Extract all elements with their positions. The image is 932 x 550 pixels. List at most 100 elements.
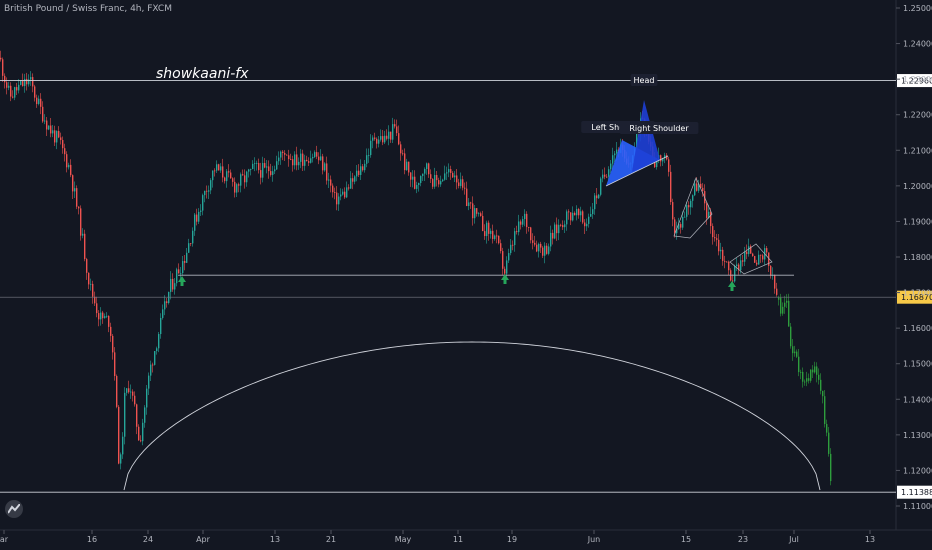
- candle: [46, 120, 48, 130]
- candle: [760, 254, 762, 256]
- candle: [598, 194, 600, 199]
- candle: [524, 213, 526, 220]
- candle: [40, 98, 42, 107]
- candle: [446, 172, 448, 174]
- candle: [158, 334, 160, 349]
- candle: [742, 260, 744, 262]
- candle: [304, 159, 306, 166]
- chart-header: British Pound / Swiss Franc, 4h, FXCM: [4, 4, 172, 14]
- candle: [552, 232, 554, 239]
- candle: [2, 59, 4, 76]
- candle: [114, 352, 116, 376]
- candle: [308, 161, 310, 163]
- projection-candle: [812, 369, 814, 373]
- candle: [554, 224, 556, 239]
- candle: [458, 182, 460, 186]
- candle: [260, 170, 262, 178]
- candle: [426, 163, 428, 170]
- candle: [686, 205, 688, 217]
- candle: [202, 195, 204, 211]
- green-up-arrow: [178, 276, 186, 286]
- candles-layer: [0, 50, 832, 486]
- candle: [400, 144, 402, 154]
- candle: [568, 211, 570, 213]
- candle: [712, 226, 714, 238]
- candle: [408, 161, 410, 173]
- candle: [432, 178, 434, 187]
- y-tick-label: 1.19000: [903, 217, 932, 226]
- candle: [96, 303, 98, 314]
- flag-channel-2: [729, 243, 773, 275]
- x-tick-label: 16: [87, 535, 97, 544]
- candle: [140, 440, 142, 442]
- candle: [386, 135, 388, 139]
- candle: [484, 231, 486, 237]
- candle: [82, 233, 84, 236]
- candle: [556, 224, 558, 234]
- candle: [436, 174, 438, 181]
- candle: [36, 97, 38, 104]
- y-tick-label: 1.25000: [903, 4, 932, 13]
- candle: [38, 98, 40, 104]
- candle: [294, 154, 296, 166]
- y-tick-label: 1.20000: [903, 182, 932, 191]
- candle: [416, 185, 418, 189]
- candle: [74, 188, 76, 192]
- projection-candle: [780, 297, 782, 314]
- candle: [680, 224, 682, 228]
- candle: [380, 136, 382, 140]
- candle: [696, 183, 698, 191]
- candle: [702, 187, 704, 192]
- candle: [538, 243, 540, 252]
- candle: [302, 153, 304, 166]
- candle: [612, 155, 614, 164]
- candle: [6, 82, 8, 88]
- head-label: Head: [630, 74, 658, 86]
- candle: [314, 152, 316, 157]
- candle: [156, 348, 158, 352]
- candle: [616, 149, 618, 154]
- candle: [460, 179, 462, 186]
- left-shoulder-triangle: [606, 140, 660, 186]
- candle: [402, 153, 404, 155]
- candle: [666, 155, 668, 160]
- candle: [508, 253, 510, 261]
- candle: [514, 231, 516, 246]
- price-tag-bg: [897, 290, 932, 304]
- candle: [332, 185, 334, 193]
- projection-candle: [824, 396, 826, 424]
- candle: [196, 214, 198, 222]
- candle: [684, 216, 686, 218]
- candle: [124, 392, 126, 437]
- candle: [44, 120, 46, 122]
- candle: [344, 191, 346, 198]
- candle: [516, 231, 518, 233]
- candle: [672, 202, 674, 220]
- y-tick-label: 1.23000: [903, 75, 932, 84]
- x-tick-label: Jun: [587, 535, 601, 544]
- candle: [218, 164, 220, 171]
- candle: [102, 312, 104, 319]
- candle: [312, 156, 314, 159]
- candle: [206, 190, 208, 192]
- tradingview-logo[interactable]: [5, 500, 23, 518]
- candle: [316, 152, 318, 157]
- flag-channel-1: [673, 177, 713, 239]
- candle: [268, 166, 270, 172]
- candle: [64, 148, 66, 155]
- candle: [296, 154, 298, 166]
- candle: [472, 203, 474, 219]
- candle: [224, 177, 226, 182]
- candle: [236, 184, 238, 193]
- candle: [384, 135, 386, 143]
- candle: [530, 227, 532, 241]
- candle: [154, 351, 156, 365]
- candle: [486, 222, 488, 237]
- candle: [770, 265, 772, 276]
- candle: [320, 156, 322, 161]
- candle: [34, 86, 36, 98]
- price-tag-label: 1.16870: [901, 293, 932, 302]
- candle: [270, 171, 272, 175]
- candle: [264, 163, 266, 168]
